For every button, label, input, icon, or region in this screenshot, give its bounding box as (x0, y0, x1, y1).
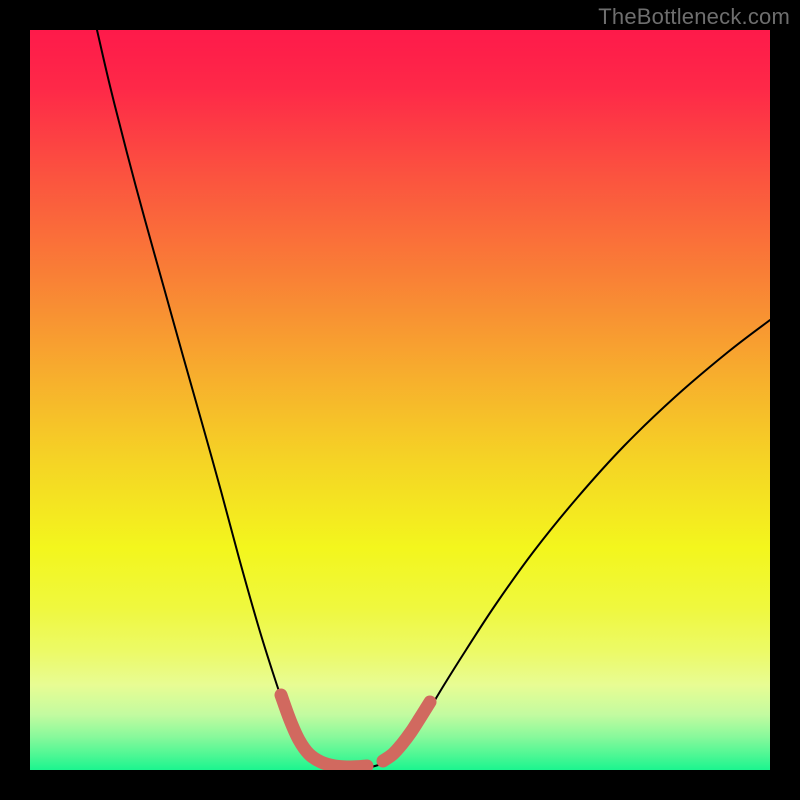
gradient-background (30, 30, 770, 770)
bottleneck-chart (30, 30, 770, 770)
chart-frame: TheBottleneck.com (0, 0, 800, 800)
watermark-text: TheBottleneck.com (598, 4, 790, 30)
